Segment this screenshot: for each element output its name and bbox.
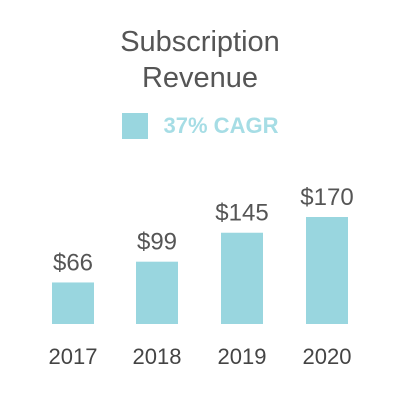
bar-value-label-2018: $99 [137,229,177,256]
bar-value-label-2020: $170 [300,184,353,211]
bar-2018 [136,261,178,324]
bar-2017 [52,282,94,324]
chart-legend: 37% CAGR [0,112,400,140]
x-tick-label-2020: 2020 [303,344,352,369]
bar-2019 [221,232,263,324]
x-tick-label-2018: 2018 [133,344,182,369]
chart-title: Subscription Revenue [120,26,280,94]
legend-swatch [121,113,148,139]
x-tick-label-2019: 2019 [218,344,267,369]
bar-value-label-2017: $66 [53,249,93,276]
legend-label: 37% CAGR [163,113,279,138]
x-tick-label-2017: 2017 [49,344,98,369]
bar-labels-group: $66 $99 $145 $170 [53,184,354,276]
bar-value-label-2019: $145 [215,200,268,227]
bar-2020 [306,217,348,324]
x-axis-ticks: 2017 2018 2019 2020 [49,344,352,369]
bars-group [52,217,348,324]
